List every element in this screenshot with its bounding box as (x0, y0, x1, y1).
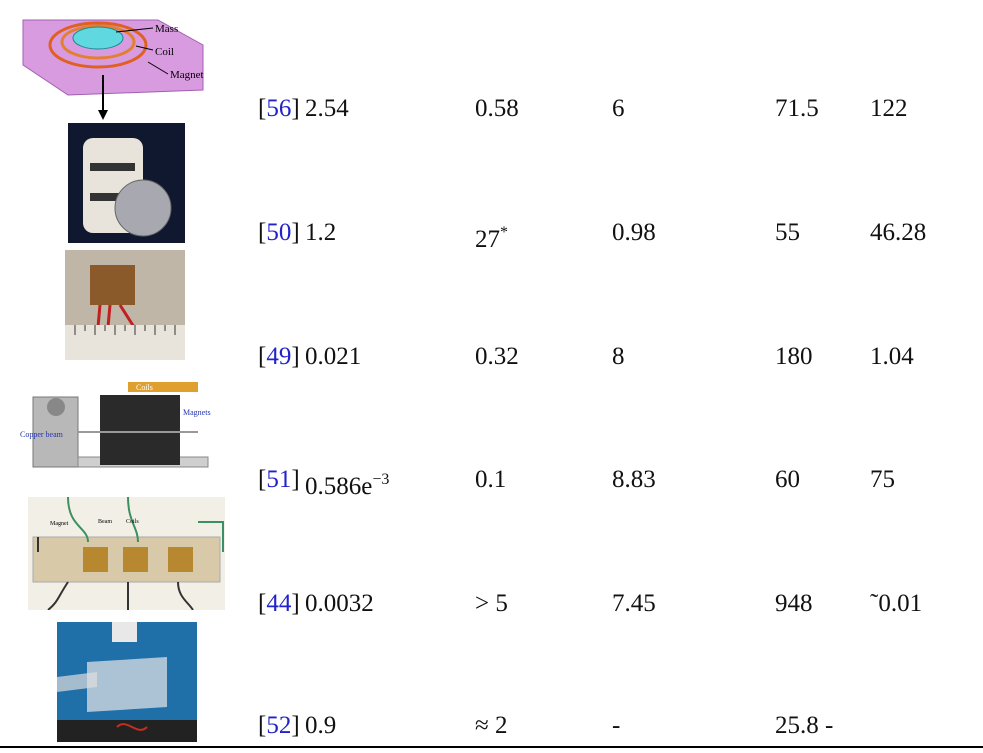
table-cell: 27* (475, 218, 508, 255)
table-cell: 55 (775, 219, 800, 246)
table-cell: - (612, 712, 621, 739)
table-cell: 71.5 (775, 95, 819, 122)
figure-label: Coils (126, 519, 139, 525)
table-cell: 8 (612, 343, 625, 370)
table-cell: 60 (775, 466, 800, 493)
table-cell: 180 (775, 343, 813, 370)
device-photo: Magnet Beam Coils (28, 497, 225, 610)
figure-label: Copper beam (20, 430, 64, 439)
device-photo (57, 622, 197, 742)
figure-label: Mass (155, 23, 178, 35)
cell-superscript: −3 (372, 471, 390, 488)
table-cell: 8.83 (612, 466, 656, 493)
device-photo (68, 123, 185, 243)
table-cell: 1.04 (870, 343, 914, 370)
table-cell: 2.54 (305, 95, 349, 122)
figure-label: Magnet (50, 521, 69, 527)
figure-label: Magnet (170, 69, 204, 81)
table-cell: ≈ 2 (475, 712, 508, 739)
table-cell: 1.2 (305, 219, 337, 246)
device-photo (65, 250, 185, 360)
table-cell: 0.58 (475, 95, 519, 122)
table-cell: 122 (870, 95, 908, 122)
table-cell: 7.45 (612, 590, 656, 617)
table-cell: > 5 (475, 590, 508, 617)
reference: [56] (258, 95, 300, 122)
reference: [52] (258, 712, 300, 739)
reference: [44] (258, 590, 300, 617)
table-cell: 0.0032 (305, 590, 374, 617)
figure-label: Magnets (183, 408, 211, 417)
cell-base: 27 (475, 226, 500, 253)
device-figure: Magnets Copper beam Coils (20, 382, 211, 468)
figure-label: Coil (155, 46, 174, 58)
figure-label: Beam (98, 519, 112, 525)
table-cell: 948 (775, 590, 813, 617)
table-cell: 0.9 (305, 712, 337, 739)
table-cell: 6 (612, 95, 625, 122)
table-cell: 75 (870, 466, 895, 493)
table-cell: 25.8 - (775, 712, 834, 739)
table-cell: 0.32 (475, 343, 519, 370)
table-cell: 0.98 (612, 219, 656, 246)
bottom-rule (0, 746, 983, 748)
table-cell: 46.28 (870, 219, 927, 246)
device-figure: Mass Coil Magnet (22, 19, 204, 120)
reference: [51] (258, 466, 300, 493)
cell-superscript: * (500, 224, 508, 241)
figure-label: Coils (136, 383, 153, 392)
table-cell: 0.586e−3 (305, 465, 389, 502)
cell-base: 0.586e (305, 473, 373, 500)
reference: [49] (258, 343, 300, 370)
reference: [50] (258, 219, 300, 246)
table-cell: 0.021 (305, 343, 362, 370)
table-cell: 0.1 (475, 466, 507, 493)
table-cell: ˜0.01 (870, 590, 923, 617)
